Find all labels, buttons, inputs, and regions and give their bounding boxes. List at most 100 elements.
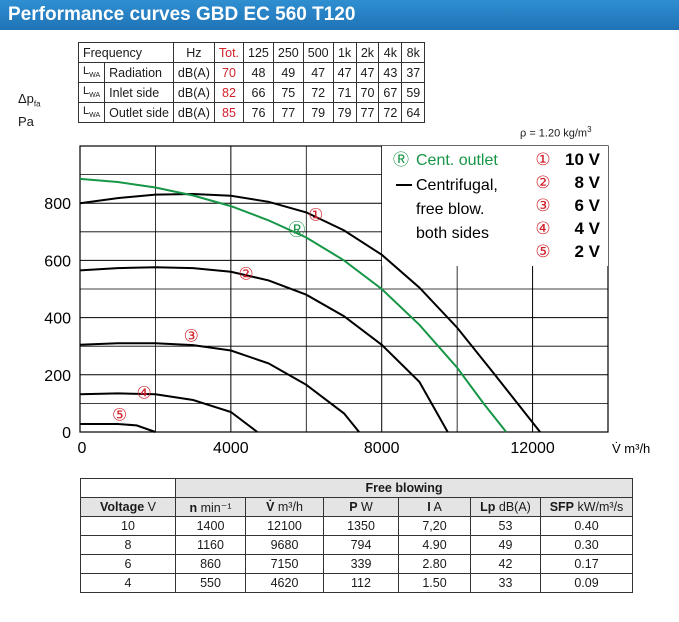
row-value: 47 <box>332 62 357 83</box>
x-tick-label: 4000 <box>213 440 249 457</box>
row-name: Outlet side <box>104 102 174 123</box>
curve-marker: ④ <box>136 384 151 404</box>
table-row: LWA Outlet side dB(A) 85 76 77 79 79 77 … <box>77 102 426 123</box>
unit-header: Hz <box>172 42 215 63</box>
y-tick-label: 200 <box>44 368 71 385</box>
row-value: 77 <box>355 102 380 123</box>
cell: 10 <box>80 516 176 536</box>
band-header: 2k <box>355 42 380 63</box>
cell: 49 <box>470 535 541 555</box>
cell: 860 <box>175 554 246 574</box>
cell: 7,20 <box>398 516 471 536</box>
cell: 112 <box>323 573 399 593</box>
legend-voltage-marker: ② <box>535 173 550 193</box>
y-axis-label: Δpfa Pa <box>18 91 41 129</box>
curve-marker: ② <box>238 264 253 284</box>
curve-4-v <box>79 392 258 433</box>
x-tick-label: 8000 <box>364 440 400 457</box>
curve-6-v <box>79 342 360 433</box>
legend-centrifugal-label: free blow. <box>416 201 484 218</box>
band-header: 500 <box>302 42 334 63</box>
row-value: 48 <box>243 62 274 83</box>
legend-background <box>382 146 608 266</box>
legend-voltage-marker: ① <box>535 150 550 170</box>
row-value: 64 <box>401 102 426 123</box>
cell: 550 <box>175 573 246 593</box>
plot-frame <box>79 145 609 433</box>
table-row: 8 1160 9680 794 4.90 49 0.30 <box>80 535 633 555</box>
cell: 1400 <box>175 516 246 536</box>
cell: 1350 <box>323 516 399 536</box>
row-total: 70 <box>213 62 245 83</box>
cell: 4.90 <box>398 535 471 555</box>
y-tick-label: 800 <box>44 196 71 213</box>
row-value: 79 <box>332 102 357 123</box>
free-blowing-table: Free blowing Voltage V n min⁻¹ V̇ m³/h P… <box>80 478 633 593</box>
row-value: 79 <box>302 102 334 123</box>
row-value: 77 <box>272 102 304 123</box>
x-axis-label: V̇ m³/h <box>612 441 650 456</box>
curve-cent-outlet <box>79 177 507 433</box>
cell: 0.40 <box>540 516 633 536</box>
curve-marker: ① <box>308 206 323 226</box>
cell: 9680 <box>245 535 324 555</box>
lwa-symbol: LWA <box>77 82 106 103</box>
cell: 53 <box>470 516 541 536</box>
row-unit: dB(A) <box>172 82 215 103</box>
row-value: 70 <box>355 82 380 103</box>
legend-voltage-marker: ③ <box>535 196 550 216</box>
cell: 12100 <box>245 516 324 536</box>
row-total: 82 <box>213 82 245 103</box>
column-header-airflow: V̇ m³/h <box>245 497 324 517</box>
band-header: 250 <box>272 42 304 63</box>
legend-cent-outlet-label: Cent. outlet <box>416 152 498 169</box>
row-name: Inlet side <box>104 82 174 103</box>
air-density-note: ρ = 1.20 kg/m3 <box>520 125 592 140</box>
row-value: 67 <box>378 82 403 103</box>
cell: 339 <box>323 554 399 574</box>
cell: 33 <box>470 573 541 593</box>
row-value: 76 <box>243 102 274 123</box>
legend-voltage-label: 6 V <box>574 196 600 215</box>
cell: 4620 <box>245 573 324 593</box>
curve-8-v <box>79 266 449 433</box>
row-unit: dB(A) <box>172 62 215 83</box>
legend-voltage-label: 8 V <box>574 173 600 192</box>
lwa-symbol: LWA <box>77 62 106 83</box>
legend-voltage-label: 4 V <box>574 219 600 238</box>
total-header: Tot. <box>213 42 245 63</box>
column-header-voltage: Voltage V <box>80 497 176 517</box>
page-title: Performance curves GBD EC 560 T120 <box>0 0 679 30</box>
row-value: 72 <box>378 102 403 123</box>
cell: 8 <box>80 535 176 555</box>
lwa-symbol: LWA <box>77 102 106 123</box>
row-value: 47 <box>302 62 334 83</box>
row-value: 75 <box>272 82 304 103</box>
row-value: 37 <box>401 62 426 83</box>
y-tick-label: 0 <box>62 425 71 442</box>
row-name: Radiation <box>104 62 174 83</box>
y-tick-label: 600 <box>44 253 71 270</box>
cell: 2.80 <box>398 554 471 574</box>
cell: 0.09 <box>540 573 633 593</box>
row-unit: dB(A) <box>172 102 215 123</box>
curve-10-v <box>79 192 541 433</box>
row-value: 47 <box>355 62 380 83</box>
column-header-sound-pressure: Lp dB(A) <box>470 497 541 517</box>
cell: 794 <box>323 535 399 555</box>
legend-voltage-marker: ④ <box>535 219 550 239</box>
curve-marker: Ⓡ <box>288 221 305 241</box>
table-row: 6 860 7150 339 2.80 42 0.17 <box>80 554 633 574</box>
x-tick-label: 12000 <box>510 440 555 457</box>
legend-voltage-label: 10 V <box>565 150 601 169</box>
column-header-sfp: SFP kW/m³/s <box>540 497 633 517</box>
cell: 4 <box>80 573 176 593</box>
row-value: 72 <box>302 82 334 103</box>
cell: 0.17 <box>540 554 633 574</box>
legend-cent-outlet-marker: Ⓡ <box>393 150 409 169</box>
empty-header-cell <box>80 478 176 498</box>
row-value: 49 <box>272 62 304 83</box>
row-value: 59 <box>401 82 426 103</box>
band-header: 8k <box>401 42 426 63</box>
